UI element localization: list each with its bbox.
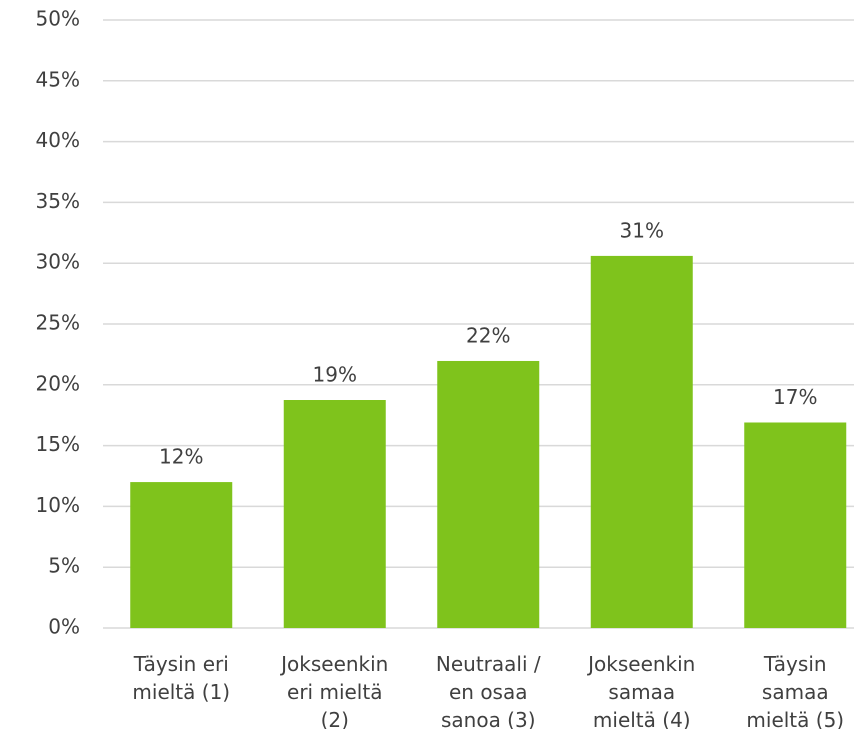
y-tick-label: 35% — [36, 189, 80, 213]
data-label: 19% — [313, 363, 357, 387]
x-tick-label: Neutraali / en osaa sanoa (3) — [435, 652, 541, 729]
y-tick-label: 5% — [48, 554, 80, 578]
x-tick-label: Täysin samaa mieltä (5) — [746, 652, 845, 729]
x-tick-label: Jokseenkin samaa mieltä (4) — [588, 652, 696, 729]
x-tick-label: Täysin eri mieltä (1) — [132, 652, 231, 704]
bar — [130, 482, 233, 628]
bar — [744, 422, 847, 628]
x-tick-label: Jokseenkin eri mieltä (2) — [281, 652, 389, 729]
data-label: 22% — [466, 323, 510, 347]
y-tick-label: 45% — [36, 67, 80, 91]
bar — [437, 360, 540, 628]
y-tick-label: 15% — [36, 432, 80, 456]
data-label: 31% — [620, 218, 664, 242]
y-tick-label: 0% — [48, 615, 80, 639]
y-tick-label: 50% — [36, 7, 80, 31]
y-tick-label: 10% — [36, 493, 80, 517]
y-tick-label: 20% — [36, 371, 80, 395]
bar — [590, 255, 693, 629]
data-label: 17% — [773, 385, 817, 409]
y-tick-label: 40% — [36, 128, 80, 152]
y-tick-label: 25% — [36, 311, 80, 335]
y-tick-label: 30% — [36, 250, 80, 274]
bar — [283, 400, 386, 628]
data-label: 12% — [159, 445, 203, 469]
